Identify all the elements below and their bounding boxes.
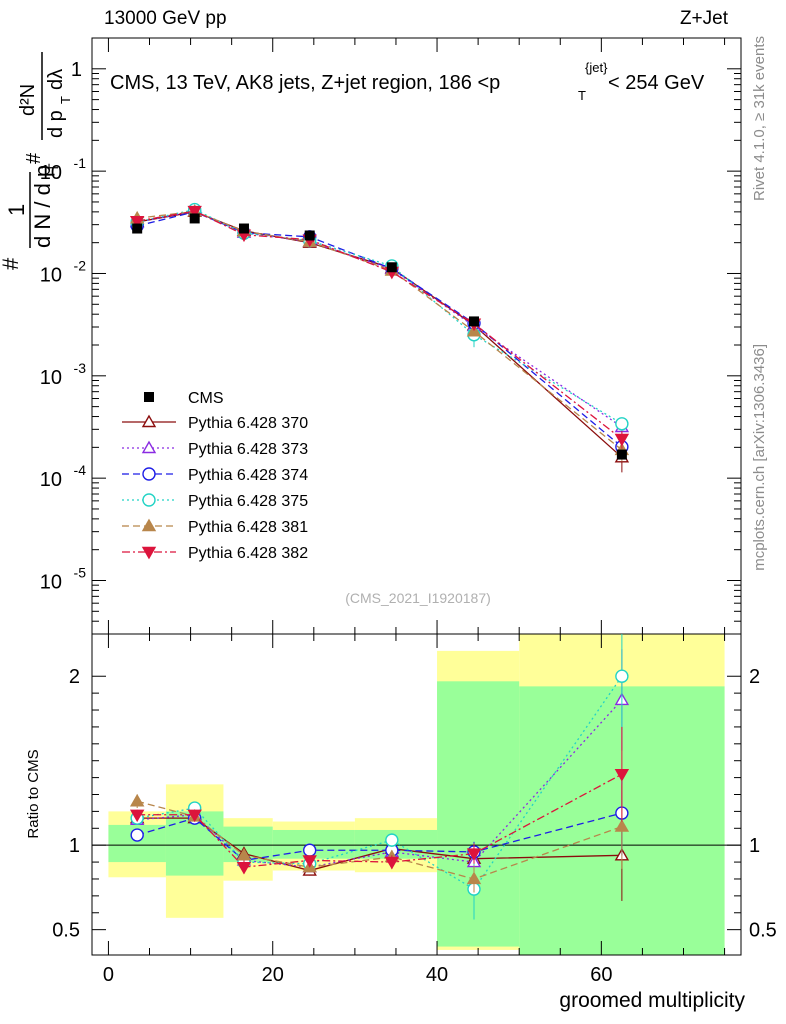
y-tick-exponent: -1 <box>74 155 87 171</box>
ratio-tick-label: 0.5 <box>52 920 80 942</box>
series-point <box>129 215 145 229</box>
mcplots-source-label: mcplots.cern.ch [arXiv:1306.3436] <box>751 344 768 571</box>
legend-marker <box>142 467 156 481</box>
ratio-point <box>615 669 629 683</box>
x-tick-label: 20 <box>262 964 284 986</box>
series-main-group <box>129 205 630 449</box>
y-tick-label: 10 <box>40 264 62 286</box>
y-label-denominator-2: d p <box>45 110 67 138</box>
y-label-denominator-2-sub: T <box>58 96 73 104</box>
y-tick-exponent: -4 <box>74 462 87 478</box>
legend-marker <box>141 440 157 454</box>
series-point <box>614 433 630 447</box>
y-tick-label: 10 <box>40 571 62 593</box>
collision-energy-label: 13000 GeV pp <box>104 8 227 29</box>
ratio-y-axis-label: Ratio to CMS <box>25 749 42 838</box>
process-label: Z+Jet <box>679 8 728 29</box>
ratio-point <box>236 861 252 875</box>
rivet-version-label: Rivet 4.1.0, ≥ 31k events <box>751 36 768 201</box>
ratio-point <box>236 847 252 861</box>
cms-point <box>132 223 143 234</box>
y-tick-label: 1 <box>71 59 82 81</box>
ratio-point <box>385 833 399 847</box>
ratio-point <box>129 793 145 807</box>
legend-label: Pythia 6.428 375 <box>188 493 308 510</box>
legend-label: Pythia 6.428 373 <box>188 441 308 458</box>
y-tick-label: 10 <box>40 367 62 389</box>
y-tick-exponent: -3 <box>74 360 87 376</box>
legend-label: Pythia 6.428 374 <box>188 467 308 484</box>
legend-marker <box>142 493 156 507</box>
ratio-point <box>614 819 630 832</box>
y-label-numerator-2: d²N <box>17 84 39 116</box>
ratio-tick-label-right: 1 <box>749 835 760 857</box>
ratio-tick-label: 2 <box>69 666 80 688</box>
legend-label-cms: CMS <box>188 390 224 407</box>
y-label-denominator-2-tail: dλ <box>45 69 67 90</box>
series-point <box>187 205 202 219</box>
y-tick-label: 10 <box>40 162 62 184</box>
ratio-tick-label: 1 <box>69 835 80 857</box>
y-label-hash: # <box>0 257 23 270</box>
cms-point <box>616 449 627 460</box>
legend-label: Pythia 6.428 370 <box>188 415 308 432</box>
legend: CMS Pythia 6.428 370 Pythia 6.428 373 Pythi… <box>122 390 308 562</box>
ratio-point <box>303 843 317 857</box>
chart-title-tail: < 254 GeV <box>608 72 705 94</box>
cms-data <box>132 213 627 460</box>
ratio-point <box>302 855 317 868</box>
analysis-watermark: (CMS_2021_I1920187) <box>345 590 491 606</box>
cms-point <box>304 230 315 241</box>
uncertainty-band-green <box>437 681 520 947</box>
ratio-bands <box>108 634 725 955</box>
legend-label: Pythia 6.428 382 <box>188 545 308 562</box>
chart-title-main: CMS, 13 TeV, AK8 jets, Z+jet region, 186… <box>110 72 500 94</box>
cms-point <box>238 223 249 234</box>
ratio-point <box>129 809 145 823</box>
series-point <box>615 417 629 431</box>
ratio-point <box>187 809 202 823</box>
cms-point <box>386 262 397 273</box>
y-tick-label: 10 <box>40 469 62 491</box>
series-line <box>137 211 623 448</box>
legend-marker <box>141 414 157 428</box>
ratio-tick-label-right: 0.5 <box>749 920 777 942</box>
y-label-denominator-sub: T <box>45 163 61 172</box>
y-tick-exponent: -5 <box>74 564 87 580</box>
ratio-point <box>614 769 630 782</box>
x-tick-label: 60 <box>590 964 612 986</box>
cms-point <box>189 213 200 224</box>
x-tick-label: 40 <box>426 964 448 986</box>
chart-title-subscript: T <box>578 88 586 103</box>
y-tick-exponent: -2 <box>74 257 87 273</box>
ratio-point <box>466 871 482 885</box>
y-label-hash-2: # <box>23 152 45 164</box>
legend-marker <box>141 546 157 560</box>
cms-point <box>469 316 480 327</box>
y-label-denominator: d N / d p <box>30 165 55 248</box>
y-label-numerator: 1 <box>4 204 29 216</box>
legend-marker-cms <box>144 392 154 402</box>
x-tick-label: 0 <box>103 964 114 986</box>
legend-label: Pythia 6.428 381 <box>188 519 308 536</box>
legend-marker <box>141 518 157 532</box>
ratio-point <box>130 828 144 842</box>
chart-title-superscript: {jet} <box>585 60 608 75</box>
x-axis-label: groomed multiplicity <box>559 989 745 1012</box>
series-ratio-group <box>129 726 630 875</box>
ratio-point <box>384 856 400 870</box>
series-main-group <box>129 204 630 473</box>
ratio-point <box>466 848 482 862</box>
ratio-tick-label-right: 2 <box>749 666 760 688</box>
